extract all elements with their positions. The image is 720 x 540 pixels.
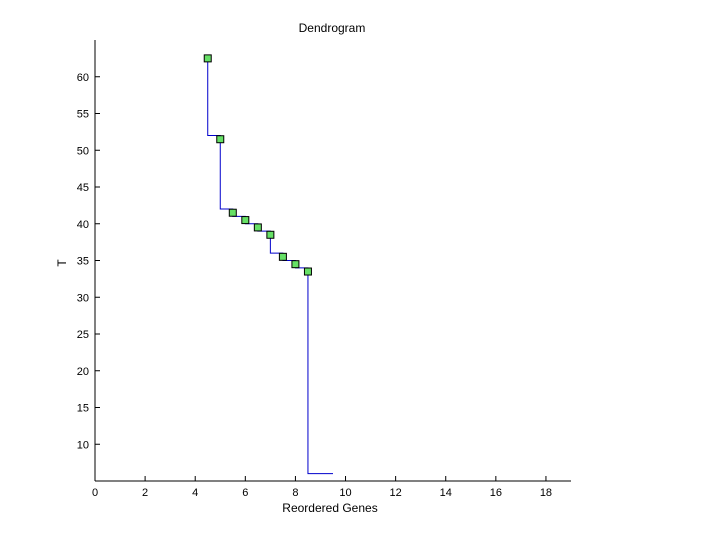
dendrogram-line [207,58,333,475]
plot-area [203,54,333,475]
x-tick-label: 14 [440,487,452,499]
x-tick-label: 18 [540,487,552,499]
y-tick-label: 45 [77,182,89,194]
y-tick-label: 60 [77,72,89,84]
y-tick-label: 35 [77,256,89,268]
x-tick-label: 2 [142,487,148,499]
node-marker [266,230,275,239]
y-axis-label: T [55,259,69,267]
y-tick-label: 20 [77,366,89,378]
chart-title: Dendrogram [299,21,366,35]
y-tick-label: 40 [77,219,89,231]
x-axis-label: Reordered Genes [282,501,377,515]
node-marker [228,208,237,217]
y-tick-label: 30 [77,292,89,304]
x-tick-label: 6 [242,487,248,499]
x-tick-label: 10 [339,487,351,499]
node-marker [203,54,212,63]
node-marker [303,267,312,276]
node-marker [291,260,300,269]
x-tick-label: 16 [490,487,502,499]
node-marker [241,216,250,225]
axes: 0 2 4 6 8 10 12 14 16 18 10 15 20 25 30 35 40 45 50 55 60 [77,40,571,499]
x-tick-label: 4 [192,487,198,499]
y-tick-label: 25 [77,329,89,341]
node-marker [278,252,287,261]
x-tick-label: 12 [390,487,402,499]
node-marker [253,223,262,232]
y-tick-label: 55 [77,109,89,121]
node-marker [216,135,225,144]
y-tick-label: 15 [77,403,89,415]
x-tick-label: 8 [292,487,298,499]
x-tick-label: 0 [92,487,98,499]
y-tick-label: 50 [77,145,89,157]
y-tick-label: 10 [77,439,89,451]
